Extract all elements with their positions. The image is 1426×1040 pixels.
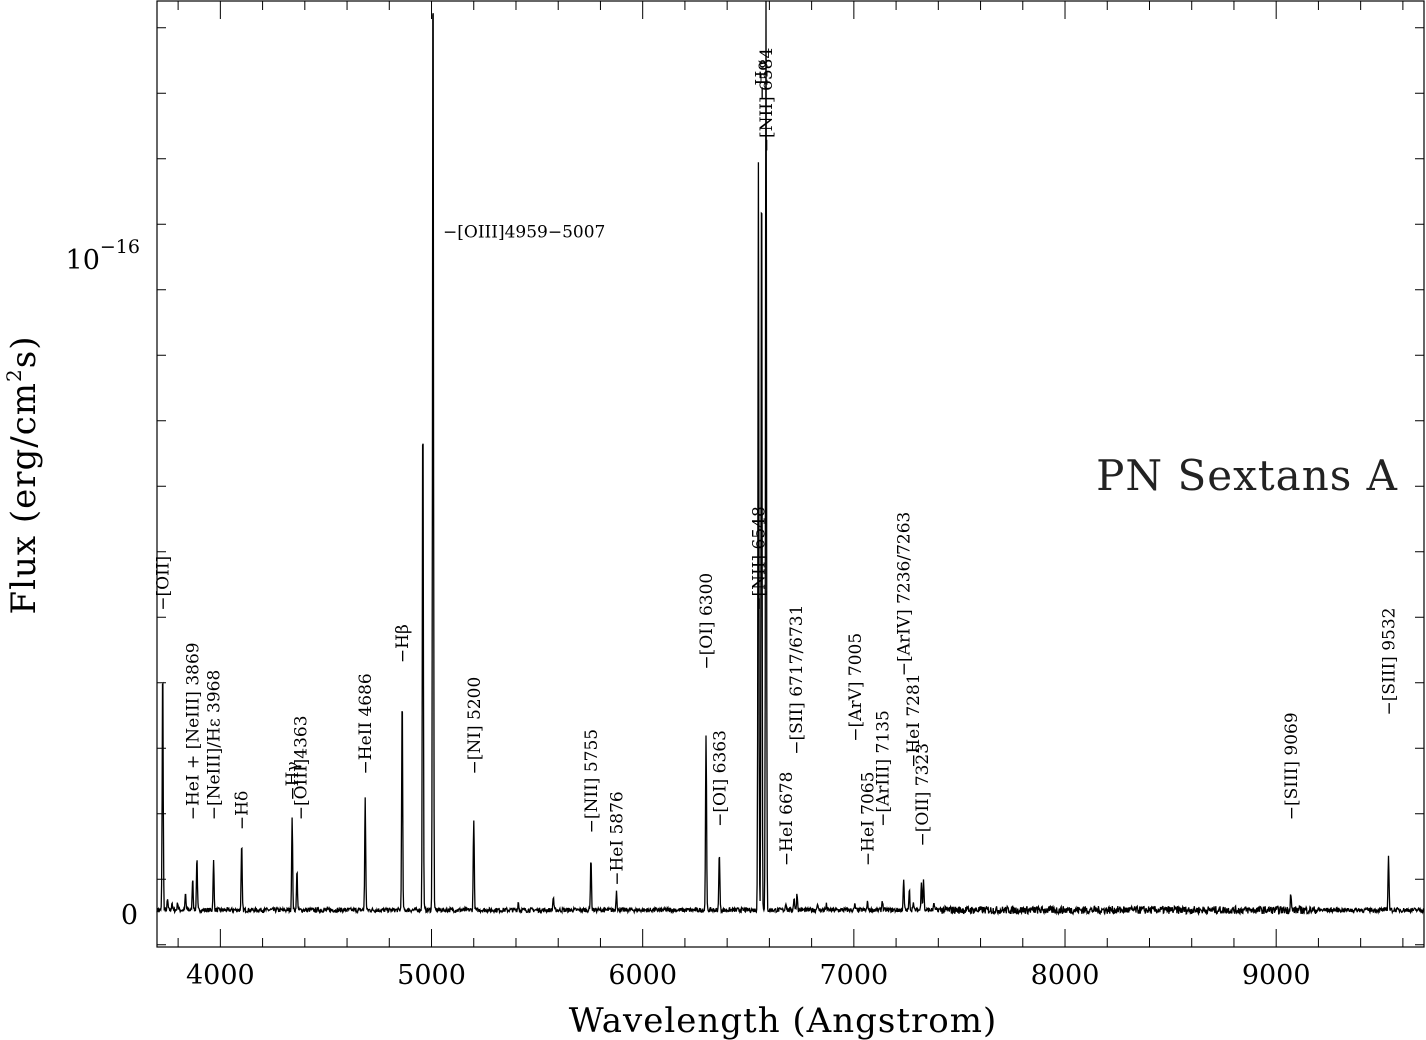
line-annotation: −Hγ xyxy=(283,761,303,800)
line-annotation: −HeI + [NeIII] 3869 xyxy=(184,642,204,820)
line-annotation: −HeI 6678 xyxy=(777,772,797,867)
line-label: −[SIII] 9532 xyxy=(1380,608,1400,716)
line-annotation: −[OIII]4363 xyxy=(292,715,312,820)
line-label: −[OII] 7323 xyxy=(913,743,933,847)
line-label: −HeI 6678 xyxy=(777,772,797,867)
line-label: −[OIII]4959−5007 xyxy=(443,222,605,242)
line-annotation: −[OI] 6363 xyxy=(710,730,730,827)
y-axis-title: Flux (erg/cm2s) xyxy=(2,336,44,615)
line-label: −[SIII] 9069 xyxy=(1282,712,1302,820)
line-label: −HeI 7281 xyxy=(904,673,924,768)
plot-frame xyxy=(156,0,1425,948)
line-annotation: −HeI 5876 xyxy=(608,791,628,886)
line-annotation: −[SIII] 9069 xyxy=(1282,712,1302,820)
line-label: −Hβ xyxy=(393,624,413,663)
line-annotation: −HeI 7281 xyxy=(904,673,924,768)
x-tick-label: 5000 xyxy=(397,960,466,991)
line-annotation: −Hδ xyxy=(233,791,253,830)
line-annotation: −[OII] 7323 xyxy=(913,743,933,847)
line-annotation: −[OIII]4959−5007 xyxy=(443,222,605,242)
x-tick-label: 7000 xyxy=(819,960,888,991)
x-tick-label: 4000 xyxy=(186,960,255,991)
y-tick-label: 10−16 xyxy=(66,236,140,276)
x-tick-label: 8000 xyxy=(1031,960,1100,991)
line-label: −[NI] 5200 xyxy=(465,677,485,775)
line-label: −Hα xyxy=(753,59,773,100)
line-annotation: −[ArIV] 7236/7263 xyxy=(895,512,915,677)
line-annotation: −HeI 7065 xyxy=(859,772,879,867)
line-annotations: −[OII] −HeI + [NeIII] 3869 −[NeIII]/Hε 396… xyxy=(154,48,1400,886)
line-label: −Hγ xyxy=(283,761,303,800)
line-label: −[SII] 6717/6731 xyxy=(787,605,807,755)
line-label: −[NeIII]/Hε 3968 xyxy=(205,670,225,821)
line-label: −HeII 4686 xyxy=(356,673,376,774)
line-label: −Hδ xyxy=(233,791,253,830)
line-label: −[NII] 5755 xyxy=(582,729,602,833)
axis-ticks: 4000 5000 6000 7000 8000 9000 0 10−16 xyxy=(66,1,1424,991)
line-annotation: −[SIII] 9532 xyxy=(1380,608,1400,716)
y-axis-title-sup: 2 xyxy=(2,368,26,382)
line-annotation: −[NII] 5755 xyxy=(582,729,602,833)
line-annotation: −Hα xyxy=(753,59,773,100)
line-label: −HeI 5876 xyxy=(608,791,628,886)
line-annotation: −[ArIII] 7135 xyxy=(873,710,893,827)
line-label: −[NII] 6548 xyxy=(749,506,769,610)
line-label: −[OII] xyxy=(154,556,174,611)
x-tick-label: 9000 xyxy=(1242,960,1311,991)
line-label: −HeI 7065 xyxy=(859,772,879,867)
x-tick-label: 6000 xyxy=(608,960,677,991)
spectrum-line xyxy=(156,0,1425,917)
line-label: −[OI] 6363 xyxy=(710,730,730,827)
line-annotation: −[OII] xyxy=(154,556,174,611)
spectrum-series xyxy=(156,0,1425,917)
y-axis-title-tail: s) xyxy=(4,336,44,369)
line-label: −[ArIII] 7135 xyxy=(873,710,893,827)
y-axis-title-main: Flux (erg/cm xyxy=(4,382,44,615)
line-annotation: −[ArV] 7005 xyxy=(846,633,866,742)
line-label: −[OIII]4363 xyxy=(292,715,312,820)
line-label: −[NII] 6584 xyxy=(757,48,777,152)
line-label: −[ArIV] 7236/7263 xyxy=(895,512,915,677)
line-annotation: −[SII] 6717/6731 xyxy=(787,605,807,755)
line-annotation: −[NII] 6584 xyxy=(757,48,777,152)
line-annotation: −[NII] 6548 xyxy=(749,506,769,610)
line-annotation: −[NI] 5200 xyxy=(465,677,485,775)
line-label: −HeI + [NeIII] 3869 xyxy=(184,642,204,820)
line-label: −[OI] 6300 xyxy=(697,573,717,670)
line-annotation: −[NeIII]/Hε 3968 xyxy=(205,670,225,821)
line-label: −[ArV] 7005 xyxy=(846,633,866,742)
chart-title: PN Sextans A xyxy=(1096,451,1398,500)
line-annotation: −[OI] 6300 xyxy=(697,573,717,670)
line-annotation: −Hβ xyxy=(393,624,413,663)
line-annotation: −HeII 4686 xyxy=(356,673,376,774)
x-axis-title: Wavelength (Angstrom) xyxy=(569,1001,997,1040)
y-tick-label: 0 xyxy=(121,900,138,931)
